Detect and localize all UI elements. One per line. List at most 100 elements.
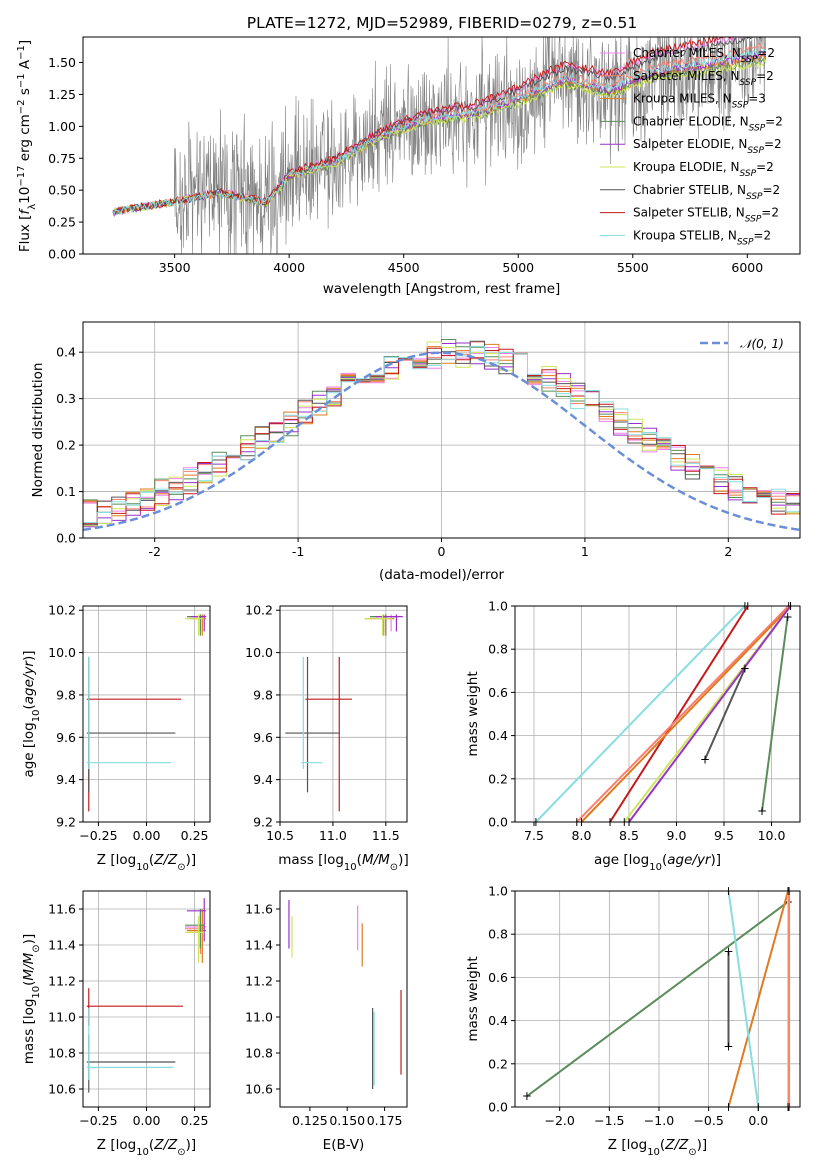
x-tick-label: −1.0 [644, 1113, 674, 1128]
mass-weight-marker: + [740, 662, 750, 676]
y-tick-label: 11.6 [48, 902, 76, 917]
x-tick-label: 0.00 [133, 1113, 161, 1128]
legend-entry: Kroupa ELODIE, NSSP=2 [633, 160, 774, 179]
y-tick-label: 11.4 [48, 938, 76, 953]
x-tick-label: 5000 [502, 260, 534, 275]
y-tick-label: 11.2 [245, 974, 273, 989]
label-part: )] [21, 650, 37, 661]
y-tick-label: 0.25 [48, 215, 76, 230]
label-part: mass [log [21, 999, 37, 1065]
y-tick-label: 0.0 [56, 531, 76, 546]
label-part: ⊙ [688, 1147, 696, 1158]
y-tick-label: 0.2 [56, 438, 76, 453]
y-tick-label: 10.8 [48, 1046, 76, 1061]
label-part: s [17, 88, 33, 99]
mass-weight-marker: + [723, 944, 733, 958]
mass-weight-marker: + [723, 1040, 733, 1054]
label-part: )] [21, 934, 37, 945]
y-tick-label: 9.4 [253, 772, 273, 787]
plot-area [82, 339, 801, 532]
x-axis-label: Z [log10(Z/Z⊙)] [97, 1137, 196, 1158]
label-part: Z [log [97, 852, 136, 868]
y-tick-label: 0.4 [488, 728, 508, 743]
y-tick-label: 0.3 [56, 391, 76, 406]
plot-area [86, 898, 207, 1093]
normal-reference-curve [82, 351, 801, 532]
mass-weight-marker: + [700, 752, 710, 766]
label-part: −1 [16, 45, 27, 60]
label-part: age [log [594, 852, 649, 868]
residual-histogram [83, 341, 800, 527]
y-tick-label: 0.4 [488, 1013, 508, 1028]
label-part: ⊙ [177, 1147, 185, 1158]
label-part: ( [660, 1137, 665, 1153]
legend-entry: Chabrier MILES, NSSP=2 [633, 46, 775, 65]
legend-count: =2 [757, 46, 775, 60]
y-tick-label: 1.00 [48, 119, 76, 134]
legend-sub: SSP [732, 101, 749, 111]
label-part: )] [711, 852, 722, 868]
label-part: Z/Z [153, 1137, 178, 1153]
y-tick-label: 10.6 [245, 1082, 273, 1097]
plot-area: ++++++++++++++++ [531, 599, 796, 829]
x-tick-label: −0.25 [79, 1113, 117, 1128]
x-tick-label: -1 [292, 544, 304, 559]
x-axis-label: E(B-V) [323, 1137, 365, 1153]
legend-count: =2 [756, 160, 774, 174]
panel-age-vs-Z: −0.25 0.00 0.259.29.49.69.810.010.2Z [log1… [21, 603, 211, 873]
legend-sub: SSP [737, 237, 754, 247]
panel-mass-vs-Z: −0.25 0.00 0.25 10.6 10.8 11.0 11.2 11.4 11.6 Z [… [21, 890, 211, 1158]
mass-weight-line [727, 890, 760, 1108]
mass-weight-line [704, 668, 746, 760]
legend-name: Kroupa ELODIE, N [633, 160, 740, 174]
y-axis-label: mass weight [465, 956, 481, 1041]
mass-weight-line [628, 605, 792, 823]
y-tick-label: 11.6 [245, 902, 273, 917]
x-axis-label: Z [log10(Z/Z⊙)] [97, 852, 196, 873]
y-tick-label: 10.6 [48, 1082, 76, 1097]
y-tick-label: 10.2 [245, 603, 273, 618]
legend-entry: Kroupa STELIB, NSSP=2 [633, 228, 771, 247]
x-axis-label: wavelength [Angstrom, rest frame] [323, 281, 561, 297]
mass-weight-line [727, 890, 790, 1108]
legend-count: =2 [753, 228, 771, 242]
label-part: 10 [647, 1147, 660, 1158]
label-part: 10 [31, 986, 42, 999]
y-tick-label: 1.0 [488, 884, 508, 899]
x-tick-label: 8.5 [619, 828, 639, 843]
legend-sub: SSP [740, 78, 757, 88]
y-tick-label: 9.2 [56, 815, 76, 830]
y-axis-label: Normed distribution [30, 363, 46, 498]
y-tick-label: 9.2 [253, 815, 273, 830]
plot-area [86, 614, 207, 812]
legend-count: =2 [765, 114, 783, 128]
axes-frame [82, 36, 801, 255]
mass-weight-marker: + [757, 804, 767, 818]
mass-weight-line [580, 605, 792, 823]
x-tick-label: 9.5 [714, 828, 734, 843]
x-tick-label: 0.25 [181, 1113, 209, 1128]
legend-name: Chabrier ELODIE, N [633, 114, 749, 128]
legend-name: Kroupa MILES, N [633, 92, 732, 106]
legend-name: Salpeter MILES, N [633, 69, 740, 83]
legend-name: Kroupa STELIB, N [633, 228, 737, 242]
legend-sub: SSP [740, 169, 757, 179]
plot-area [285, 614, 403, 812]
model-spectrum-line [112, 35, 766, 214]
legend-sub: SSP [741, 55, 758, 65]
label-part: ] [17, 40, 33, 45]
label-part: Z [log [608, 1137, 647, 1153]
y-tick-label: 1.0 [488, 599, 508, 614]
label-part: −17 [16, 166, 27, 187]
x-tick-label: −2.0 [545, 1113, 575, 1128]
mass-weight-marker: + [522, 1089, 532, 1103]
label-part: 10 [136, 862, 149, 873]
x-tick-label: 4500 [388, 260, 420, 275]
label-part: 10 [344, 862, 357, 873]
label-part: Z/Z [153, 852, 178, 868]
label-part: ( [662, 852, 667, 868]
y-tick-label: 0.50 [48, 183, 76, 198]
plot-area [112, 35, 767, 255]
y-tick-label: 9.6 [56, 730, 76, 745]
